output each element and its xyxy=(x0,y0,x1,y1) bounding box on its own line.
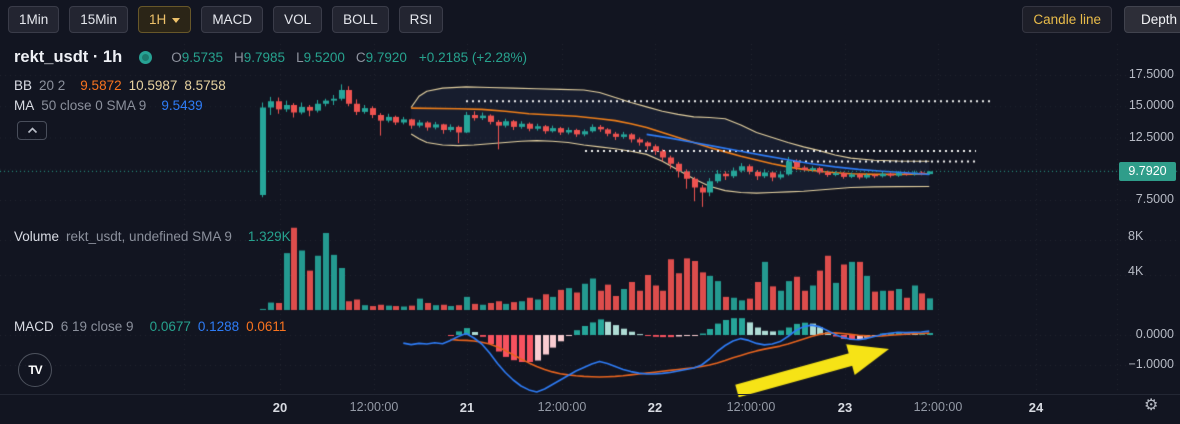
bb-lower-value: 8.5758 xyxy=(184,78,226,93)
macd-params: 6 19 close 9 xyxy=(60,319,134,334)
gear-glyph: ⚙ xyxy=(1144,397,1159,414)
macd-dea-value: 0.0611 xyxy=(246,319,287,334)
toolbar: 1Min 15Min 1H MACD VOL BOLL RSI Candle l… xyxy=(0,0,1180,40)
time-axis-label: 12:00:00 xyxy=(913,400,963,414)
low-label: L xyxy=(296,50,304,65)
macd-dif-value: 0.1288 xyxy=(197,319,240,334)
volume-params: rekt_usdt, undefined SMA 9 xyxy=(66,229,232,244)
interval-1h-label: 1H xyxy=(149,12,167,27)
time-axis-label: 12:00:00 xyxy=(349,400,399,414)
macd-axis-label: 0.0000 xyxy=(1135,327,1174,341)
chart-style-toolbar: Candle line Depth xyxy=(1022,6,1180,33)
chevron-up-icon xyxy=(27,127,37,134)
close-value: 9.7920 xyxy=(365,50,407,65)
symbol-title: rekt_usdt · 1h xyxy=(14,48,123,66)
collapse-legend-button[interactable] xyxy=(17,121,47,140)
bb-name: BB xyxy=(14,78,33,93)
volume-value: 1.329K xyxy=(247,229,291,244)
macd-name: MACD xyxy=(14,319,54,334)
indicator-button-macd[interactable]: MACD xyxy=(201,6,264,33)
ma-name: MA xyxy=(14,98,35,113)
ma-params: 50 close 0 SMA 9 xyxy=(41,98,147,113)
status-dot-icon xyxy=(139,51,153,64)
symbol-header: rekt_usdt · 1h O 9.5735 H 9.7985 L 9.5200 C… xyxy=(14,48,527,67)
depth-button[interactable]: Depth xyxy=(1123,6,1180,33)
macd-indicator-row: MACD 6 19 close 9 0.0677 0.1288 0.0611 xyxy=(14,319,286,334)
time-axis-label: 20 xyxy=(272,400,288,415)
close-label: C xyxy=(355,50,366,65)
ma-indicator-row: MA 50 close 0 SMA 9 9.5439 xyxy=(14,98,203,113)
time-axis-label: 21 xyxy=(459,400,475,415)
interval-button-15min[interactable]: 15Min xyxy=(69,6,129,33)
ohlc-readout: O 9.5735 H 9.7985 L 9.5200 C 9.7920 +0.2185 … xyxy=(171,50,527,65)
last-price-badge: 9.7920 xyxy=(1119,162,1176,181)
price-axis-label: 12.5000 xyxy=(1128,130,1174,144)
volume-name: Volume xyxy=(14,229,60,244)
interval-button-1min[interactable]: 1Min xyxy=(8,6,60,33)
tradingview-logo[interactable]: TV xyxy=(18,353,52,387)
open-label: O xyxy=(171,50,182,65)
bb-upper-value: 10.5987 xyxy=(128,78,178,93)
macd-hist-value: 0.0677 xyxy=(149,319,191,334)
low-value: 9.5200 xyxy=(303,50,345,65)
ma-value: 9.5439 xyxy=(161,98,203,113)
time-axis-separator xyxy=(0,394,1180,395)
interval-button-1h-active[interactable]: 1H xyxy=(138,6,192,33)
indicator-button-vol[interactable]: VOL xyxy=(273,6,323,33)
interval-toolbar: 1Min 15Min 1H MACD VOL BOLL RSI xyxy=(8,6,444,33)
indicator-button-boll[interactable]: BOLL xyxy=(332,6,389,33)
time-axis-label: 12:00:00 xyxy=(726,400,776,414)
volume-axis-label: 4K xyxy=(1128,264,1144,278)
time-axis-label: 24 xyxy=(1028,400,1044,415)
bb-params: 20 2 xyxy=(39,78,66,93)
high-value: 9.7985 xyxy=(243,50,286,65)
volume-indicator-row: Volume rekt_usdt, undefined SMA 9 1.329K xyxy=(14,229,291,244)
tradingview-logo-glyph: TV xyxy=(28,363,42,377)
dropdown-caret-icon xyxy=(172,18,181,23)
bb-indicator-row: BB 20 2 9.5872 10.5987 8.5758 xyxy=(14,78,226,93)
macd-axis-label: −1.0000 xyxy=(1128,357,1174,371)
open-value: 9.5735 xyxy=(181,50,224,65)
high-label: H xyxy=(234,50,244,65)
indicator-button-rsi[interactable]: RSI xyxy=(398,6,444,33)
price-axis-label: 7.5000 xyxy=(1135,192,1174,206)
time-axis-label: 12:00:00 xyxy=(537,400,587,414)
time-axis-label: 22 xyxy=(647,400,663,415)
change-value: +0.2185 (+2.28%) xyxy=(418,50,528,65)
price-axis-label: 15.0000 xyxy=(1128,98,1174,112)
settings-gear-icon[interactable]: ⚙ xyxy=(1144,395,1158,415)
price-axis-label: 17.5000 xyxy=(1128,67,1174,81)
candle-line-button[interactable]: Candle line xyxy=(1022,6,1112,33)
volume-axis-label: 8K xyxy=(1128,229,1144,243)
bb-basis-value: 9.5872 xyxy=(80,78,122,93)
time-axis-label: 23 xyxy=(837,400,853,415)
